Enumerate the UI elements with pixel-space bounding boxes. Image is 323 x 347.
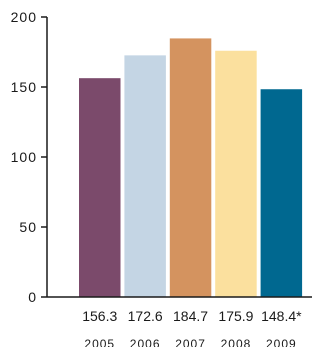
y-axis-ticks: 0 50 100 150 200 (11, 9, 47, 305)
y-tick-label: 150 (11, 79, 37, 95)
value-labels: 156.3 172.6 184.7 175.9 148.4* (82, 308, 302, 324)
y-tick-label: 100 (11, 149, 37, 165)
category-label-2007: 2007 (175, 337, 206, 347)
category-label-2005: 2005 (84, 337, 115, 347)
bar-2009 (260, 89, 303, 298)
y-tick-label: 200 (11, 9, 37, 25)
bar-2007 (169, 38, 212, 298)
bar-2005 (79, 78, 121, 298)
bar-2006 (124, 55, 166, 297)
y-tick-label: 50 (19, 219, 37, 235)
value-label-2008: 175.9 (218, 308, 253, 324)
category-label-2008: 2008 (221, 337, 252, 347)
category-label-2009: 2009 (266, 337, 297, 347)
bars (79, 38, 303, 298)
value-label-2006: 172.6 (128, 308, 163, 324)
bar-2008 (215, 50, 257, 297)
value-label-2005: 156.3 (82, 308, 117, 324)
value-label-2009: 148.4* (261, 308, 302, 324)
y-tick-label: 0 (28, 289, 37, 305)
category-label-2006: 2006 (130, 337, 161, 347)
value-label-2007: 184.7 (173, 308, 208, 324)
category-labels: 2005 2006 2007 2008 2009 (84, 337, 297, 347)
